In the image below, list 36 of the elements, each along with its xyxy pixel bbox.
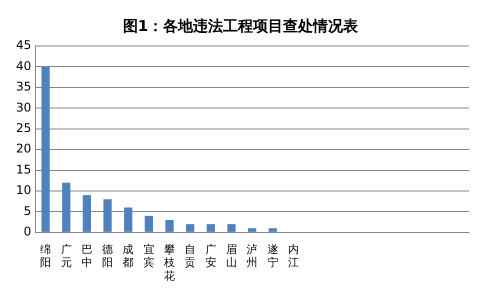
x-tick-label: 遂宁 bbox=[267, 242, 278, 270]
x-tick-label: 自贡 bbox=[184, 242, 196, 270]
bar bbox=[268, 228, 277, 232]
bar bbox=[62, 182, 70, 232]
chart-title: 图1：各地违法工程项目查处情况表 bbox=[122, 16, 360, 35]
bar bbox=[124, 208, 132, 232]
bar bbox=[103, 199, 112, 232]
x-tick-label: 德阳 bbox=[102, 242, 114, 270]
y-tick-label: 45 bbox=[16, 38, 32, 52]
y-tick-label: 0 bbox=[24, 224, 32, 239]
bar bbox=[206, 224, 215, 232]
y-tick-label: 40 bbox=[16, 58, 32, 73]
y-tick-label: 20 bbox=[16, 142, 32, 156]
y-tick-label: 35 bbox=[16, 80, 32, 94]
x-tick-label: 眉山 bbox=[226, 242, 237, 270]
bar bbox=[227, 224, 236, 232]
x-tick-label: 宜宾 bbox=[143, 242, 154, 270]
x-tick-label: 广元 bbox=[60, 242, 72, 270]
bar bbox=[82, 195, 92, 232]
y-tick-label: 25 bbox=[16, 120, 32, 135]
bar bbox=[165, 220, 174, 232]
y-tick-label: 15 bbox=[16, 162, 32, 176]
x-tick-label: 攀枝花 bbox=[163, 242, 176, 282]
x-tick-label: 绵阳 bbox=[40, 242, 52, 270]
x-tick-label: 泸州 bbox=[246, 242, 258, 270]
x-tick-label: 巴中 bbox=[81, 242, 92, 270]
bar bbox=[248, 228, 256, 232]
bar bbox=[186, 224, 194, 232]
x-tick-label: 成都 bbox=[122, 242, 134, 270]
x-tick-label: 广安 bbox=[205, 242, 216, 270]
y-tick-label: 30 bbox=[16, 100, 32, 114]
bar bbox=[41, 66, 50, 232]
bar bbox=[144, 216, 153, 232]
x-tick-label: 内江 bbox=[288, 242, 299, 270]
y-tick-label: 5 bbox=[24, 204, 32, 218]
y-tick-label: 10 bbox=[16, 183, 32, 198]
